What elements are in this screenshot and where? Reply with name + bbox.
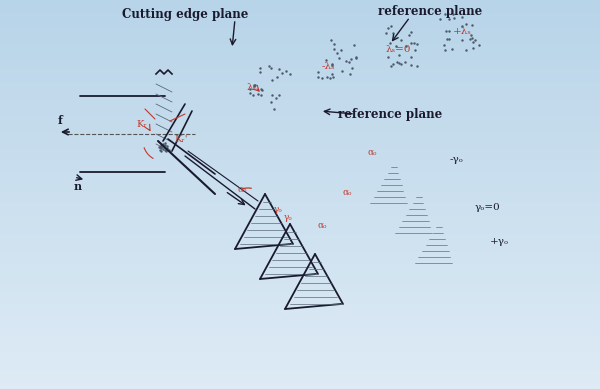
Polygon shape [285, 254, 341, 309]
Polygon shape [260, 224, 316, 279]
Polygon shape [156, 74, 172, 154]
Text: αₒ: αₒ [367, 147, 377, 156]
Text: γₒ: γₒ [284, 212, 292, 221]
Text: -λₛ: -λₛ [321, 61, 335, 70]
Polygon shape [369, 161, 407, 206]
Text: λₛ: λₛ [247, 82, 257, 91]
Text: αₒ: αₒ [317, 221, 327, 230]
Text: f: f [58, 114, 62, 126]
Text: reference plane: reference plane [378, 5, 482, 18]
Text: λₛ=0: λₛ=0 [385, 44, 411, 54]
Text: n: n [74, 180, 82, 191]
Text: Kᵣ': Kᵣ' [174, 135, 188, 144]
Polygon shape [393, 191, 433, 236]
Polygon shape [257, 40, 303, 70]
Polygon shape [430, 0, 476, 12]
Text: reference plane: reference plane [338, 107, 442, 121]
Text: γₒ: γₒ [274, 205, 283, 214]
Text: +λₛ: +λₛ [452, 26, 472, 35]
Text: αₒ: αₒ [237, 184, 247, 193]
Polygon shape [377, 9, 422, 21]
Polygon shape [377, 9, 422, 74]
Polygon shape [235, 40, 303, 119]
Polygon shape [235, 194, 291, 249]
Polygon shape [430, 0, 487, 64]
Text: +γₒ: +γₒ [490, 237, 509, 245]
Text: αₒ: αₒ [342, 187, 352, 196]
Text: Kᵣ: Kᵣ [137, 119, 148, 128]
Text: γₒ=0: γₒ=0 [475, 203, 501, 212]
Polygon shape [413, 221, 453, 266]
Polygon shape [308, 20, 368, 95]
Text: Cutting edge plane: Cutting edge plane [122, 7, 248, 21]
Text: -γₒ: -γₒ [450, 154, 464, 163]
Ellipse shape [153, 138, 175, 156]
Polygon shape [322, 20, 368, 44]
